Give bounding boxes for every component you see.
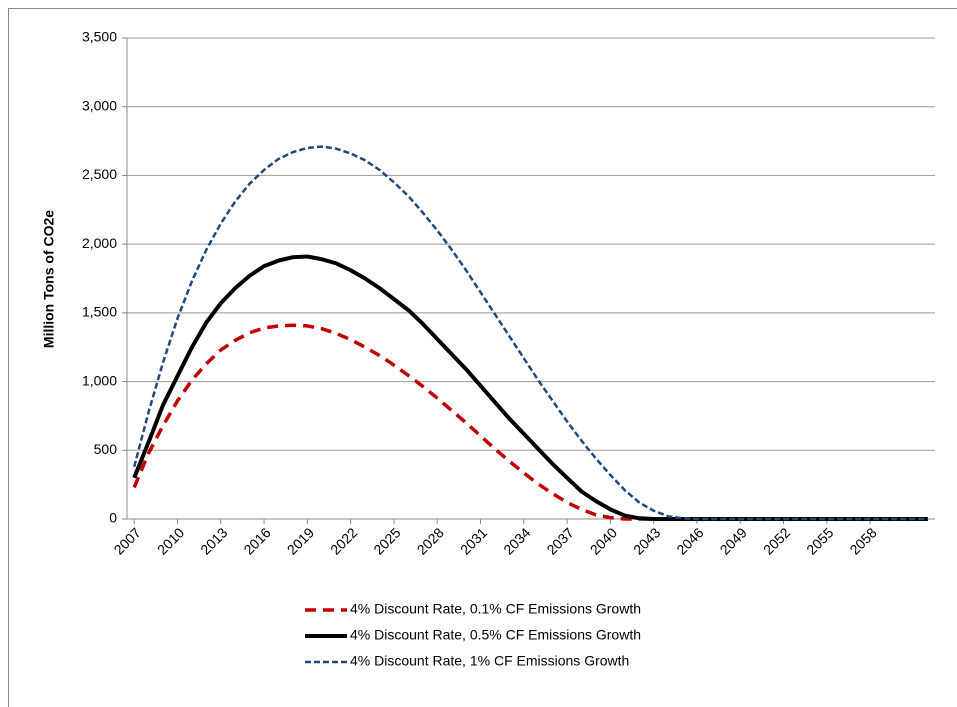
y-tick-label: 1,000 bbox=[82, 372, 117, 388]
y-tick-label: 1,500 bbox=[82, 304, 117, 320]
y-tick-label: 3,500 bbox=[82, 29, 117, 45]
y-tick-label: 2,500 bbox=[82, 166, 117, 182]
y-tick-label: 0 bbox=[109, 510, 117, 526]
chart-frame bbox=[8, 8, 957, 707]
y-axis-label: Million Tons of CO2e bbox=[41, 210, 57, 348]
legend-label: 4% Discount Rate, 0.5% CF Emissions Grow… bbox=[350, 627, 641, 643]
data-line bbox=[133, 145, 928, 521]
y-tick-label: 500 bbox=[94, 441, 118, 457]
y-tick-label: 3,000 bbox=[82, 97, 117, 113]
data-line bbox=[132, 323, 928, 521]
y-tick-label: 2,000 bbox=[82, 235, 117, 251]
legend-label: 4% Discount Rate, 1% CF Emissions Growth bbox=[350, 653, 629, 669]
legend-label: 4% Discount Rate, 0.1% CF Emissions Grow… bbox=[350, 601, 641, 617]
